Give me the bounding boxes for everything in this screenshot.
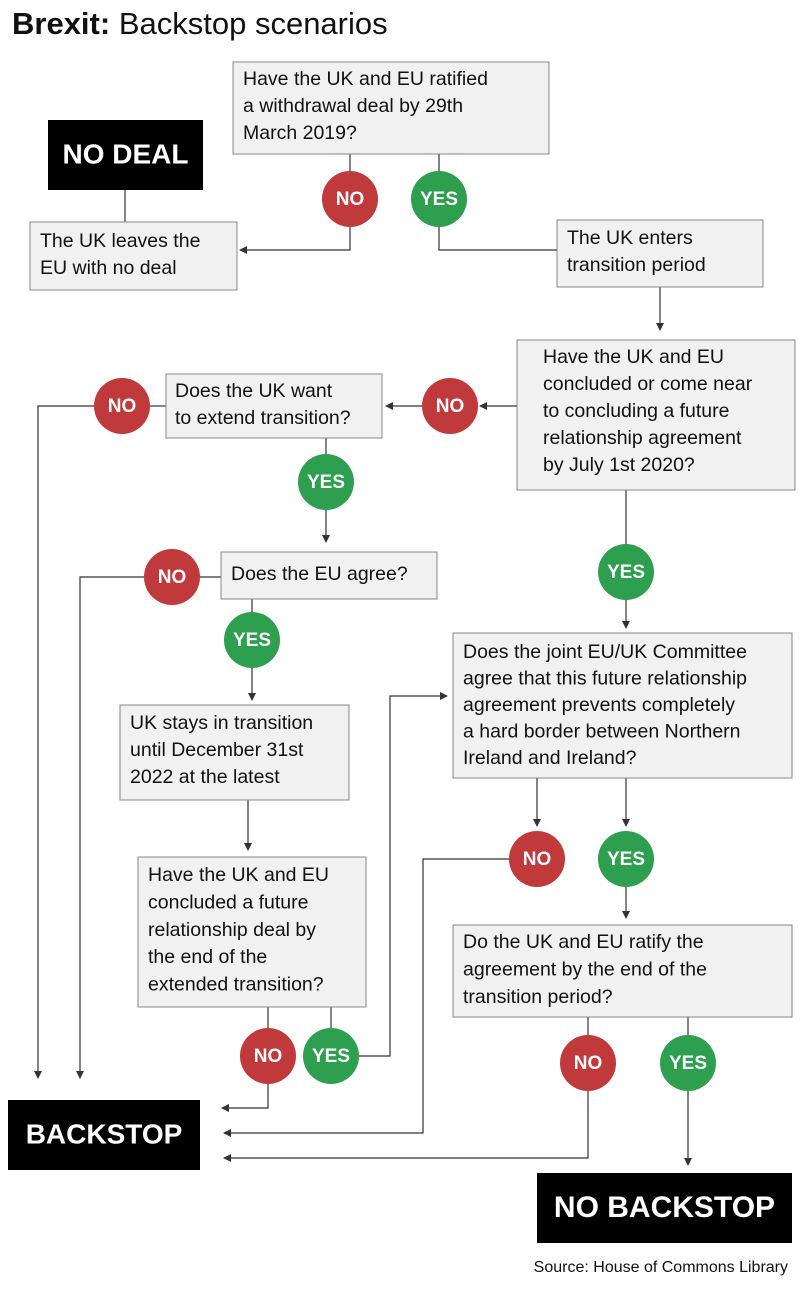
no-circle xyxy=(322,171,378,227)
box-text: Does the UK want xyxy=(175,380,333,402)
box-text: Does the joint EU/UK Committee xyxy=(463,641,747,663)
box-text: The UK enters xyxy=(567,227,693,249)
box-text: concluded or come near xyxy=(543,373,753,395)
terminal-box xyxy=(537,1173,792,1243)
no-circle xyxy=(509,831,565,887)
yes-circle xyxy=(598,831,654,887)
question-box xyxy=(137,856,367,1008)
no-circle xyxy=(240,1028,296,1084)
decision-label: YES xyxy=(307,472,345,493)
source: Source: House of Commons Library xyxy=(534,1259,788,1276)
box-text: agree that this future relationship xyxy=(463,668,747,690)
no-circle xyxy=(94,378,150,434)
decision-label: NO xyxy=(574,1053,603,1074)
box-text: transition period xyxy=(567,254,706,276)
box-text: by July 1st 2020? xyxy=(543,454,695,476)
box-text: Have the UK and EU xyxy=(543,346,724,368)
box-text: Do the UK and EU ratify the xyxy=(463,931,704,953)
box-text: to concluding a future xyxy=(543,400,729,422)
yes-circle xyxy=(224,612,280,668)
terminal-label: BACKSTOP xyxy=(26,1118,183,1149)
box-text: the end of the xyxy=(148,946,267,968)
box-text: The UK leaves the xyxy=(40,230,200,252)
decision-label: NO xyxy=(336,189,365,210)
box-text: relationship deal by xyxy=(148,919,316,941)
terminal-label: NO BACKSTOP xyxy=(554,1191,775,1224)
box-text: EU with no deal xyxy=(40,257,177,279)
terminal-label: NO DEAL xyxy=(63,138,189,169)
connectors xyxy=(34,154,692,1166)
box-text: a withdrawal deal by 29th xyxy=(243,95,463,117)
box-text: relationship agreement xyxy=(543,427,742,449)
box-text: Does the EU agree? xyxy=(231,563,408,585)
question-box xyxy=(29,221,238,291)
box-text: until December 31st xyxy=(130,739,304,761)
terminal-box xyxy=(48,120,203,190)
question-box xyxy=(556,219,764,288)
decision-label: NO xyxy=(158,567,187,588)
decision-label: YES xyxy=(669,1053,707,1074)
box-text: to extend transition? xyxy=(175,407,351,429)
box-text: agreement by the end of the xyxy=(463,959,707,981)
decision-label: NO xyxy=(523,849,552,870)
box-text: a hard border between Northern xyxy=(463,721,741,743)
question-box xyxy=(232,61,550,155)
decision-label: YES xyxy=(420,189,458,210)
title: Brexit: Backstop scenarios xyxy=(12,6,388,41)
yes-circle xyxy=(411,171,467,227)
box-text: Ireland and Ireland? xyxy=(463,747,637,769)
decision-label: YES xyxy=(607,562,645,583)
decision-label: NO xyxy=(254,1046,283,1067)
box-text: concluded a future xyxy=(148,891,308,913)
decision-label: NO xyxy=(108,396,137,417)
question-box xyxy=(452,632,793,779)
box-text: March 2019? xyxy=(243,122,357,144)
box-text: extended transition? xyxy=(148,973,324,995)
box-text: Have the UK and EU ratified xyxy=(243,68,488,90)
decision-label: YES xyxy=(607,849,645,870)
yes-circle xyxy=(303,1028,359,1084)
question-box xyxy=(516,339,796,491)
decision-label: YES xyxy=(233,630,271,651)
box-text: UK stays in transition xyxy=(130,712,313,734)
no-circle xyxy=(422,378,478,434)
decision-label: YES xyxy=(312,1046,350,1067)
yes-circle xyxy=(598,544,654,600)
question-box xyxy=(220,551,438,600)
question-box xyxy=(119,704,350,801)
no-circle xyxy=(560,1035,616,1091)
terminal-box xyxy=(8,1100,200,1170)
title-rest: Backstop scenarios xyxy=(119,6,388,41)
box-text: transition period? xyxy=(463,986,613,1008)
box-text: 2022 at the latest xyxy=(130,766,280,788)
box-text: Have the UK and EU xyxy=(148,864,329,886)
question-box xyxy=(452,924,793,1018)
decision-label: NO xyxy=(436,396,465,417)
box-text: agreement prevents completely xyxy=(463,694,735,716)
yes-circle xyxy=(298,454,354,510)
question-box xyxy=(165,373,383,439)
no-circle xyxy=(144,549,200,605)
title-bold: Brexit: xyxy=(12,6,110,41)
yes-circle xyxy=(660,1035,716,1091)
